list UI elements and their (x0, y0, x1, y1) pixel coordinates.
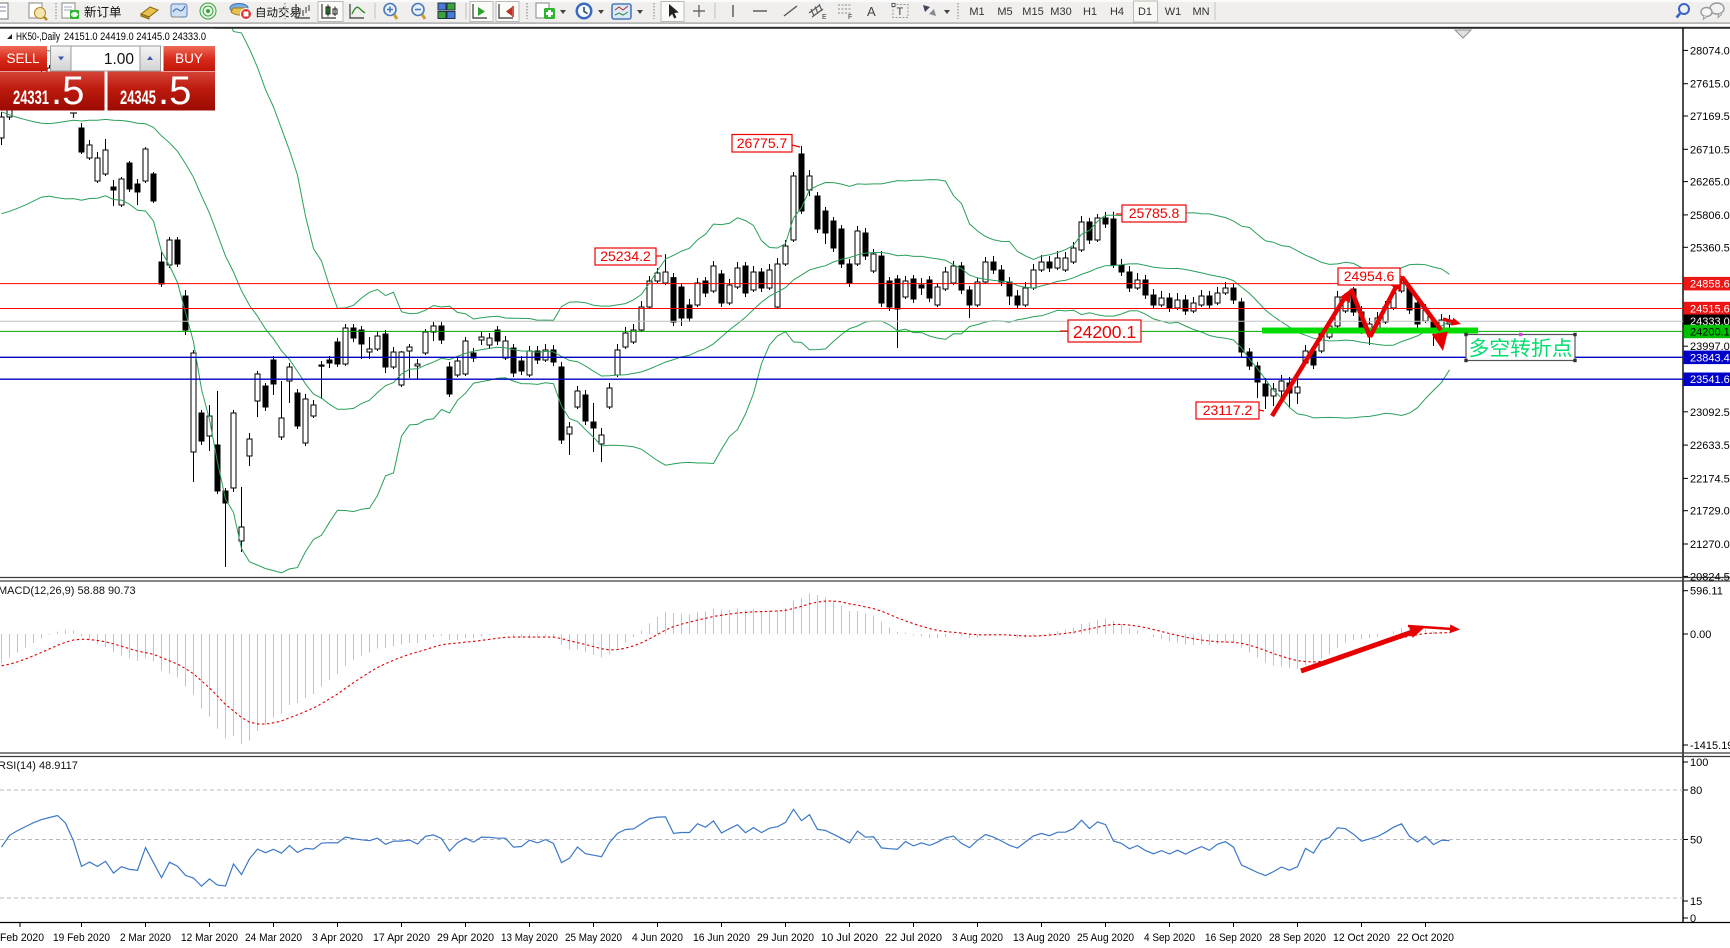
svg-text:19 Feb 2020: 19 Feb 2020 (53, 932, 110, 944)
svg-text:2 Mar 2020: 2 Mar 2020 (120, 932, 171, 944)
svg-text:596.11: 596.11 (1690, 586, 1723, 598)
svg-text:25 Aug 2020: 25 Aug 2020 (1077, 932, 1134, 944)
svg-text:24345: 24345 (120, 88, 156, 109)
svg-text:24200.1: 24200.1 (1690, 326, 1730, 338)
svg-text:16 Sep 2020: 16 Sep 2020 (1205, 932, 1262, 944)
svg-text:17 Apr 2020: 17 Apr 2020 (373, 932, 430, 944)
svg-text:28 Sep 2020: 28 Sep 2020 (1269, 932, 1326, 944)
svg-text:Feb 2020: Feb 2020 (0, 932, 44, 944)
svg-text:13 May 2020: 13 May 2020 (501, 932, 558, 944)
svg-text:RSI(14) 48.9117: RSI(14) 48.9117 (0, 760, 78, 772)
svg-text:24858.6: 24858.6 (1690, 279, 1730, 291)
svg-text:M30: M30 (1050, 6, 1071, 18)
svg-text:25 May 2020: 25 May 2020 (565, 932, 622, 944)
svg-text:0: 0 (1690, 913, 1696, 925)
svg-text:80: 80 (1690, 785, 1702, 797)
svg-text:20824.5: 20824.5 (1690, 571, 1730, 583)
svg-text:10 Jul 2020: 10 Jul 2020 (821, 932, 878, 944)
svg-text:21729.0: 21729.0 (1690, 506, 1730, 518)
svg-text:27615.0: 27615.0 (1690, 79, 1730, 91)
svg-text:24 Mar 2020: 24 Mar 2020 (245, 932, 302, 944)
svg-text:4 Jun 2020: 4 Jun 2020 (632, 932, 683, 944)
svg-text:22 Oct 2020: 22 Oct 2020 (1397, 932, 1454, 944)
svg-text:13 Aug 2020: 13 Aug 2020 (1013, 932, 1070, 944)
svg-text:3 Apr 2020: 3 Apr 2020 (312, 932, 363, 944)
svg-text:25785.8: 25785.8 (1129, 205, 1180, 221)
svg-text:28074.0: 28074.0 (1690, 45, 1730, 57)
svg-text:27169.5: 27169.5 (1690, 111, 1730, 123)
svg-text:D1: D1 (1138, 6, 1152, 18)
svg-text:29 Jun 2020: 29 Jun 2020 (757, 932, 814, 944)
svg-text:H1: H1 (1083, 6, 1097, 18)
svg-text:23997.0: 23997.0 (1690, 341, 1730, 353)
svg-text:22 Jul 2020: 22 Jul 2020 (885, 932, 942, 944)
svg-text:50: 50 (1690, 835, 1702, 847)
svg-text:M5: M5 (997, 6, 1012, 18)
svg-text:MN: MN (1192, 6, 1209, 18)
svg-text:H4: H4 (1110, 6, 1124, 18)
svg-text:24331: 24331 (13, 88, 49, 109)
svg-text:21270.0: 21270.0 (1690, 539, 1730, 551)
svg-text:M1: M1 (969, 6, 984, 18)
svg-text:A: A (867, 4, 876, 19)
svg-text:26775.7: 26775.7 (737, 135, 788, 151)
svg-text:22174.5: 22174.5 (1690, 473, 1730, 485)
svg-text:4 Sep 2020: 4 Sep 2020 (1144, 932, 1195, 944)
svg-text:1.00: 1.00 (104, 51, 135, 68)
svg-text:29 Apr 2020: 29 Apr 2020 (437, 932, 494, 944)
svg-text:26710.5: 26710.5 (1690, 144, 1730, 156)
svg-text:12 Mar 2020: 12 Mar 2020 (181, 932, 238, 944)
svg-text:MACD(12,26,9) 58.88 90.73: MACD(12,26,9) 58.88 90.73 (0, 585, 136, 597)
svg-text:100: 100 (1690, 757, 1708, 769)
svg-text:HK50-,Daily: HK50-,Daily (16, 31, 60, 43)
svg-text:M15: M15 (1022, 6, 1043, 18)
svg-text:25360.5: 25360.5 (1690, 242, 1730, 254)
svg-text:22633.5: 22633.5 (1690, 440, 1730, 452)
svg-text:SELL: SELL (6, 51, 40, 66)
svg-text:26265.0: 26265.0 (1690, 177, 1730, 189)
svg-text:24151.0 24419.0 24145.0 24333.: 24151.0 24419.0 24145.0 24333.0 (64, 31, 206, 43)
svg-text:.5: .5 (51, 69, 84, 113)
svg-text:24954.6: 24954.6 (1344, 268, 1395, 284)
svg-text:23541.6: 23541.6 (1690, 374, 1730, 386)
svg-text:T: T (897, 6, 904, 18)
svg-text:24200.1: 24200.1 (1073, 322, 1136, 342)
svg-text:.5: .5 (158, 69, 191, 113)
svg-text:25806.0: 25806.0 (1690, 210, 1730, 222)
svg-text:3 Aug 2020: 3 Aug 2020 (952, 932, 1003, 944)
svg-text:23843.4: 23843.4 (1690, 352, 1730, 364)
svg-text:15: 15 (1690, 896, 1702, 908)
svg-text:16 Jun 2020: 16 Jun 2020 (693, 932, 750, 944)
svg-text:0.00: 0.00 (1690, 629, 1711, 641)
svg-text:BUY: BUY (175, 51, 203, 66)
svg-text:E: E (822, 14, 827, 21)
svg-text:W1: W1 (1165, 6, 1182, 18)
svg-text:-1415.19: -1415.19 (1690, 740, 1730, 752)
svg-text:F: F (848, 14, 852, 21)
svg-text:23092.5: 23092.5 (1690, 407, 1730, 419)
svg-text:12 Oct 2020: 12 Oct 2020 (1333, 932, 1390, 944)
svg-text:25234.2: 25234.2 (600, 248, 651, 264)
svg-text:24515.6: 24515.6 (1690, 304, 1730, 316)
svg-text:23117.2: 23117.2 (1203, 402, 1253, 418)
